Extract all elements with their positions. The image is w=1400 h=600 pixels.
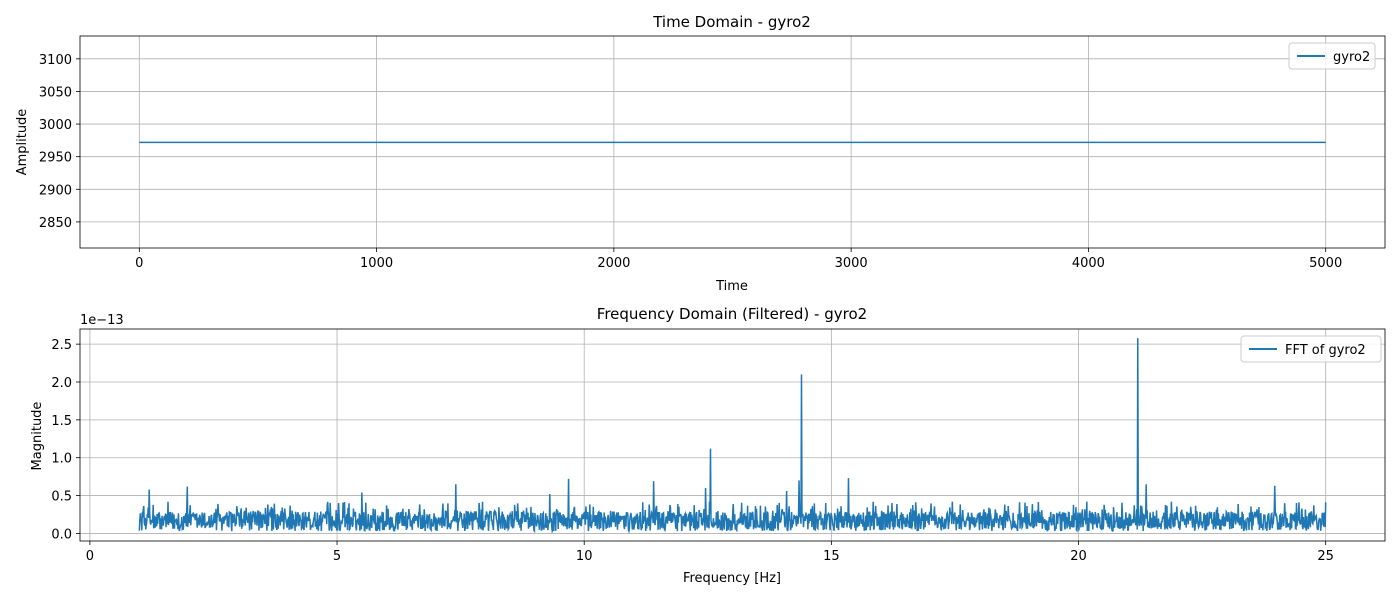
x-tick-label: 5000 <box>1309 256 1342 271</box>
frequency-domain-title: Frequency Domain (Filtered) - gyro2 <box>597 305 867 323</box>
time-domain-title: Time Domain - gyro2 <box>652 13 811 31</box>
x-tick-label: 3000 <box>835 256 868 271</box>
x-tick-label: 10 <box>576 549 593 564</box>
axes-frame <box>79 328 1386 542</box>
series-line <box>138 338 1327 534</box>
y-tick-label: 2.0 <box>51 376 72 391</box>
x-tick-label: 15 <box>823 549 840 564</box>
y-tick-label: 0.0 <box>51 527 72 542</box>
legend-box <box>1288 42 1376 70</box>
x-tick-label: 0 <box>135 256 143 271</box>
y-tick-label: 0.5 <box>51 490 72 505</box>
legend-box <box>1240 335 1382 363</box>
frequency-domain-panel: Frequency Domain (Filtered) - gyro2 Freq… <box>30 305 1386 586</box>
time-domain-xlabel: Time <box>715 279 748 294</box>
legend: gyro2 <box>1288 42 1376 70</box>
y-tick-label: 2850 <box>39 216 72 231</box>
y-tick-label: 3050 <box>39 85 72 100</box>
x-tick-label: 1000 <box>360 256 393 271</box>
time-domain-ylabel: Amplitude <box>15 109 30 176</box>
x-tick-label: 5 <box>333 549 341 564</box>
time-domain-panel: Time Domain - gyro2 Time Amplitude 0 1000… <box>15 13 1386 294</box>
legend: FFT of gyro2 <box>1240 335 1382 363</box>
x-tick-label: 20 <box>1070 549 1087 564</box>
grid <box>80 36 1385 248</box>
y-tick-label: 2900 <box>39 183 72 198</box>
legend-label: FFT of gyro2 <box>1285 343 1366 358</box>
x-tick-label: 2000 <box>597 256 630 271</box>
y-tick-label: 3100 <box>39 53 72 68</box>
x-tick-label: 0 <box>86 549 94 564</box>
frequency-domain-xlabel: Frequency [Hz] <box>683 571 781 586</box>
x-tick-label: 25 <box>1317 549 1334 564</box>
y-tick-label: 1.5 <box>51 414 72 429</box>
y-tick-label: 2950 <box>39 151 72 166</box>
grid <box>80 329 1385 541</box>
y-tick-label: 3000 <box>39 118 72 133</box>
x-tick-label: 4000 <box>1072 256 1105 271</box>
y-tick-label: 2.5 <box>51 338 72 353</box>
frequency-domain-offset-label: 1e−13 <box>80 313 124 328</box>
axes-frame <box>79 35 1386 249</box>
frequency-domain-ylabel: Magnitude <box>30 402 45 471</box>
legend-label: gyro2 <box>1333 50 1370 65</box>
y-tick-label: 1.0 <box>51 452 72 467</box>
